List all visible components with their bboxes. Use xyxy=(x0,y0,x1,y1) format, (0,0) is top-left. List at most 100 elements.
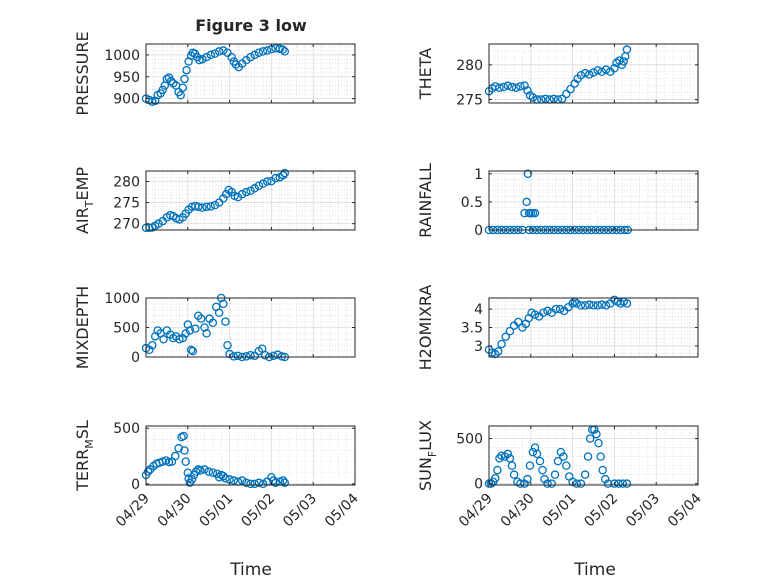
data-point xyxy=(622,479,632,488)
data-point xyxy=(233,351,243,361)
y-axis-label: AIRTEMP xyxy=(73,167,96,234)
data-point xyxy=(576,301,586,310)
data-point xyxy=(269,351,278,361)
y-axis-label: PRESSURE xyxy=(73,31,92,115)
data-point xyxy=(511,83,521,92)
data-point xyxy=(585,434,595,443)
data-point xyxy=(196,466,205,475)
data-point xyxy=(204,467,213,476)
data-point xyxy=(556,447,566,457)
subplot-2: 275 280 THETA xyxy=(416,43,699,109)
data-point xyxy=(208,318,218,328)
data-point xyxy=(202,329,211,338)
data-point xyxy=(528,93,538,102)
data-point xyxy=(271,173,280,183)
y-axis-label-main: THETA xyxy=(416,48,435,100)
y-tick-label: 1000 xyxy=(104,48,140,64)
data-point xyxy=(159,335,168,344)
data-point xyxy=(225,349,234,359)
y-axis-label-main: MIXDEPTH xyxy=(73,286,92,369)
data-point xyxy=(187,475,197,484)
y-axis-label-rest: LUX xyxy=(416,420,435,451)
data-point xyxy=(551,304,561,314)
data-point xyxy=(229,352,239,361)
data-point xyxy=(186,345,196,355)
y-tick-label: 280 xyxy=(113,175,140,191)
y-axis-label-main: RAINFALL xyxy=(416,163,435,238)
data-point xyxy=(280,47,290,56)
data-point xyxy=(543,479,552,488)
y-tick-label: 270 xyxy=(113,217,140,233)
data-point xyxy=(535,456,545,466)
data-point xyxy=(538,465,547,475)
data-point xyxy=(210,200,220,210)
subplot-5: 0 500 1000 MIXDEPTH xyxy=(73,286,356,369)
data-point xyxy=(525,461,535,470)
data-point xyxy=(200,323,209,332)
data-point xyxy=(171,451,180,461)
data-point xyxy=(188,346,198,356)
data-point xyxy=(237,189,247,199)
data-point xyxy=(522,197,531,207)
data-point xyxy=(589,68,598,77)
data-point xyxy=(589,301,598,310)
data-point xyxy=(614,479,623,488)
data-point xyxy=(196,314,206,323)
data-point xyxy=(221,474,230,483)
data-point xyxy=(229,476,239,485)
axes-box xyxy=(488,170,699,231)
data-point xyxy=(179,431,188,441)
y-tick-label: 3.5 xyxy=(461,321,483,337)
data-point xyxy=(180,74,189,84)
data-point xyxy=(523,474,532,484)
y-axis-label-main: SUN xyxy=(416,457,435,491)
y-tick-label: 0.5 xyxy=(461,195,483,211)
data-point xyxy=(219,299,228,309)
figure-title: Figure 3 low xyxy=(195,16,307,35)
data-point xyxy=(516,479,525,488)
data-point xyxy=(258,179,268,188)
data-point xyxy=(258,479,268,489)
data-point xyxy=(539,308,548,317)
data-point xyxy=(580,301,590,310)
data-point xyxy=(254,48,264,57)
data-point xyxy=(585,70,594,79)
data-point xyxy=(530,310,540,319)
data-point xyxy=(198,203,207,212)
data-point xyxy=(576,70,586,80)
data-point xyxy=(258,47,268,56)
y-axis-label: SUNFLUX xyxy=(416,420,439,491)
data-point xyxy=(547,479,556,488)
data-point xyxy=(523,86,532,95)
axes-box xyxy=(488,43,699,104)
y-axis-label-subscript: M xyxy=(83,439,96,449)
data-point xyxy=(503,449,513,459)
data-point xyxy=(580,470,590,479)
data-point xyxy=(594,438,603,448)
data-point xyxy=(176,90,185,100)
y-tick-label: 0 xyxy=(474,223,483,239)
data-point xyxy=(622,299,632,308)
data-point xyxy=(280,478,290,488)
data-point xyxy=(486,479,496,488)
y-axis-label: H2OMIXRA xyxy=(416,285,435,371)
data-point xyxy=(242,352,251,361)
data-point xyxy=(541,94,550,104)
data-point xyxy=(193,202,203,212)
y-axis-label-rest: SL xyxy=(73,420,92,439)
y-tick-label: 950 xyxy=(113,70,140,86)
data-point xyxy=(497,339,506,349)
data-point xyxy=(191,324,200,333)
data-point xyxy=(154,219,163,228)
data-point xyxy=(202,202,211,212)
data-point xyxy=(208,468,218,478)
data-point xyxy=(566,84,575,94)
y-tick-label: 4 xyxy=(474,302,483,318)
data-point xyxy=(210,49,220,58)
data-point xyxy=(572,299,582,308)
data-point xyxy=(601,301,611,310)
data-point xyxy=(597,67,607,77)
data-point xyxy=(615,56,624,65)
data-point xyxy=(250,50,259,60)
data-point xyxy=(250,184,259,193)
